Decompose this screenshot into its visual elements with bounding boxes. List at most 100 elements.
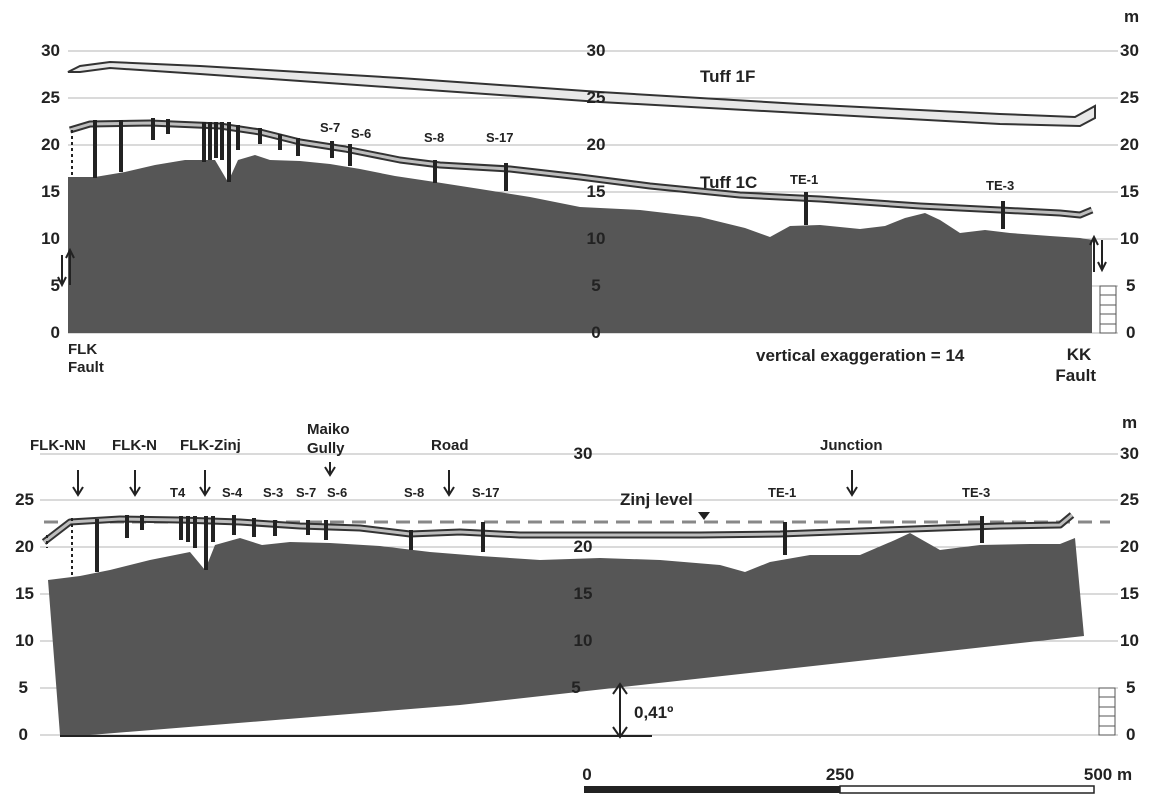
top-trench-markers [71, 118, 1005, 229]
scale-bar-label: 500 m [1084, 765, 1132, 784]
tuff-1f-label: Tuff 1F [700, 67, 755, 86]
tick-label: 10 [574, 631, 593, 650]
tick-label: 0 [1126, 323, 1135, 342]
tuff-1c-label: Tuff 1C [700, 173, 757, 192]
top-ground-profile [68, 155, 1092, 333]
trench-label: TE-3 [986, 178, 1014, 193]
tuff-1c-layer-bottom-inner [43, 513, 1073, 544]
tick-label: 0 [19, 725, 28, 744]
scale-bar-light-segment [839, 785, 1095, 794]
tick-label: 5 [1126, 678, 1135, 697]
tick-label: 15 [1120, 584, 1139, 603]
tick-label: 20 [41, 135, 60, 154]
trench-label: S-6 [327, 485, 347, 500]
tick-label: 30 [1120, 444, 1139, 463]
top-panel: 0 5 10 15 20 25 30 0 5 10 15 20 25 30 0 … [41, 7, 1139, 385]
bottom-ground-profile [48, 533, 1084, 735]
locality-label: Gully [307, 440, 345, 457]
trench-label: S-17 [486, 130, 513, 145]
scale-bar-dark-segment [584, 786, 840, 793]
top-right-axis: 0 5 10 15 20 25 30 m [1120, 7, 1139, 342]
locality-label: FLK-Zinj [180, 437, 241, 454]
tick-label: 5 [19, 678, 28, 697]
locality-label: FLK-NN [30, 437, 86, 454]
locality-label: Maiko [307, 421, 350, 438]
vertical-exaggeration-label: vertical exaggeration = 14 [756, 346, 965, 365]
tick-label: 0 [1126, 725, 1135, 744]
tick-label: 25 [587, 88, 606, 107]
zinj-level-label: Zinj level [620, 490, 693, 509]
bottom-ladder-rungs [1099, 696, 1115, 727]
kk-fault-label-line2: Fault [1055, 366, 1096, 385]
tick-label: 10 [1120, 229, 1139, 248]
tick-label: 20 [587, 135, 606, 154]
locality-label: Junction [820, 437, 883, 454]
bottom-left-axis: 0 5 10 15 20 25 [15, 490, 34, 744]
tuff-1f-band [67, 60, 1096, 128]
tick-label: 25 [1120, 88, 1139, 107]
top-center-axis: 0 5 10 15 20 25 30 [587, 41, 606, 342]
trench-label: S-3 [263, 485, 283, 500]
tick-label: 20 [1120, 537, 1139, 556]
tick-label: 5 [591, 276, 600, 295]
tick-label: 30 [574, 444, 593, 463]
top-ladder-rungs [1100, 294, 1116, 325]
tick-label: 5 [51, 276, 60, 295]
trench-label: S-8 [404, 485, 424, 500]
bottom-ladder-scale [1098, 687, 1116, 736]
tick-label: 10 [15, 631, 34, 650]
tick-label: 5 [1126, 276, 1135, 295]
kk-fault-label-line1: KK [1067, 345, 1092, 364]
bottom-trench-markers [46, 515, 984, 578]
tick-label: 25 [1120, 490, 1139, 509]
locality-label: Road [431, 437, 469, 454]
tick-label: 0 [51, 323, 60, 342]
top-trench-labels: S-7 S-6 S-8 S-17 TE-1 TE-3 [320, 120, 1014, 193]
tick-label: 10 [587, 229, 606, 248]
tick-label: 30 [1120, 41, 1139, 60]
bottom-panel: 0 5 10 15 20 25 5 10 15 20 30 0 5 10 15 … [15, 413, 1139, 744]
trench-label: S-7 [320, 120, 340, 135]
flk-fault-arrows [57, 247, 75, 288]
bottom-trench-labels: T4 S-4 S-3 S-7 S-6 S-8 S-17 TE-1 TE-3 [170, 485, 990, 500]
unit-label: m [1122, 413, 1137, 432]
tick-label: 15 [587, 182, 606, 201]
locality-labels: FLK-NN FLK-N FLK-Zinj Maiko Gully Road J… [30, 421, 883, 457]
scale-bar: 0 250 500 m [582, 765, 1132, 794]
scale-bar-label: 0 [582, 765, 591, 784]
tick-label: 10 [1120, 631, 1139, 650]
trench-label: S-7 [296, 485, 316, 500]
zinj-level-marker-icon [698, 512, 710, 520]
kk-fault-arrows [1089, 234, 1107, 273]
flk-fault-label-line2: Fault [68, 359, 104, 376]
angle-arrow [612, 682, 628, 739]
tick-label: 30 [41, 41, 60, 60]
trench-label: TE-1 [768, 485, 796, 500]
flk-fault-label: FLK Fault [68, 341, 104, 376]
tick-label: 5 [571, 678, 580, 697]
trench-label: TE-1 [790, 172, 818, 187]
trench-label: S-8 [424, 130, 444, 145]
trench-label: S-17 [472, 485, 499, 500]
tick-label: 25 [15, 490, 34, 509]
locality-label: FLK-N [112, 437, 157, 454]
tick-label: 25 [41, 88, 60, 107]
trench-label: TE-3 [962, 485, 990, 500]
bottom-center-axis: 5 10 15 20 30 [571, 444, 592, 697]
unit-label: m [1124, 7, 1139, 26]
tick-label: 0 [591, 323, 600, 342]
scale-bar-label: 250 [826, 765, 854, 784]
tick-label: 15 [15, 584, 34, 603]
tick-label: 20 [15, 537, 34, 556]
bottom-right-axis: 0 5 10 15 20 25 30 m [1120, 413, 1139, 744]
trench-label: S-4 [222, 485, 243, 500]
tick-label: 10 [41, 229, 60, 248]
tick-label: 15 [41, 182, 60, 201]
top-left-axis: 0 5 10 15 20 25 30 [41, 41, 60, 342]
locality-arrows [72, 462, 858, 497]
flk-fault-label-line1: FLK [68, 341, 97, 358]
tick-label: 15 [1120, 182, 1139, 201]
kk-fault-label: KK Fault [1055, 345, 1096, 385]
top-ladder-scale [1099, 285, 1117, 334]
